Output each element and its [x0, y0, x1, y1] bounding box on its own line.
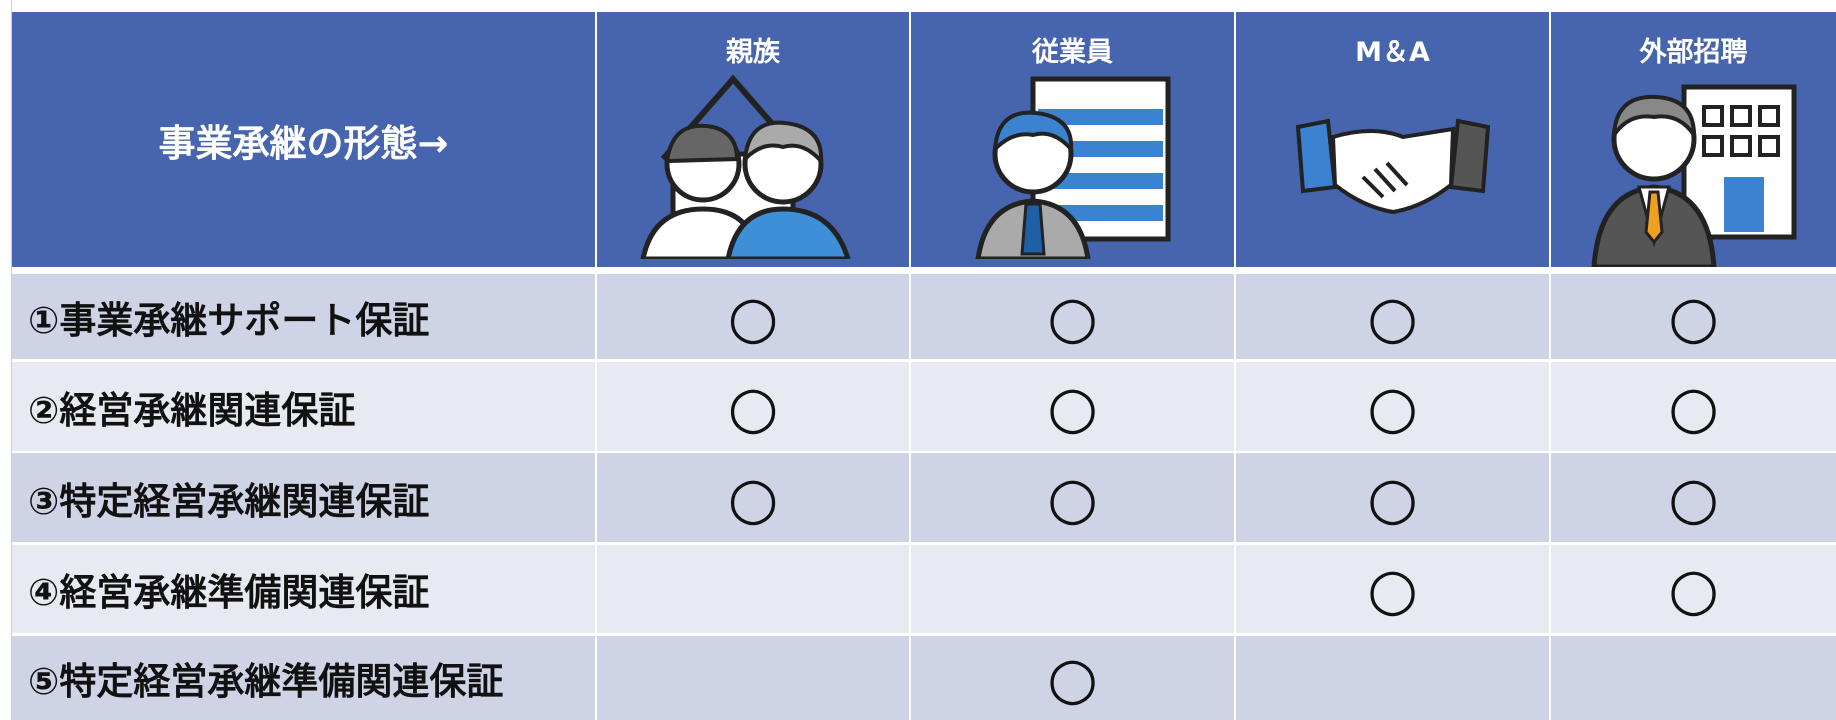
column-name: M＆A	[1355, 37, 1430, 68]
illustration-handshake	[1295, 118, 1490, 215]
mark-cell: ○	[911, 453, 1234, 542]
mark-cell: ○	[1236, 545, 1549, 633]
mark-cell: ○	[1236, 274, 1549, 359]
mark-cell: ○	[1236, 453, 1549, 542]
mark-cell: ○	[597, 362, 909, 451]
header-cell: 従業員	[911, 12, 1234, 267]
header-cell: 外部招聘	[1551, 12, 1836, 267]
mark-cell: ○	[597, 274, 909, 359]
row-label: ②経営承継関連保証	[12, 362, 595, 451]
illustration-family	[640, 74, 851, 259]
column-name: 従業員	[1032, 37, 1113, 68]
empty-cell	[1551, 636, 1836, 720]
illustration-employee	[974, 76, 1170, 259]
header-corner: 事業承継の形態→	[12, 12, 595, 267]
empty-cell	[597, 545, 909, 633]
empty-cell	[911, 545, 1234, 633]
mark-cell: ○	[1551, 453, 1836, 542]
column-name: 親族	[726, 37, 780, 68]
illustration-executive	[1590, 84, 1796, 267]
empty-cell	[597, 636, 909, 720]
row-label: ⑤特定経営承継準備関連保証	[12, 636, 595, 720]
mark-cell: ○	[911, 636, 1234, 720]
edge	[0, 0, 12, 720]
mark-cell: ○	[1236, 362, 1549, 451]
column-name: 外部招聘	[1639, 37, 1748, 68]
mark-cell: ○	[1551, 362, 1836, 451]
header-cell: M＆A	[1236, 12, 1549, 267]
row-label: ①事業承継サポート保証	[12, 274, 595, 359]
header-cell: 親族	[597, 12, 909, 267]
mark-cell: ○	[911, 274, 1234, 359]
mark-cell: ○	[1551, 545, 1836, 633]
mark-cell: ○	[597, 453, 909, 542]
mark-cell: ○	[911, 362, 1234, 451]
empty-cell	[1236, 636, 1549, 720]
mark-cell: ○	[1551, 274, 1836, 359]
row-label: ③特定経営承継関連保証	[12, 453, 595, 542]
row-label: ④経営承継準備関連保証	[12, 545, 595, 633]
